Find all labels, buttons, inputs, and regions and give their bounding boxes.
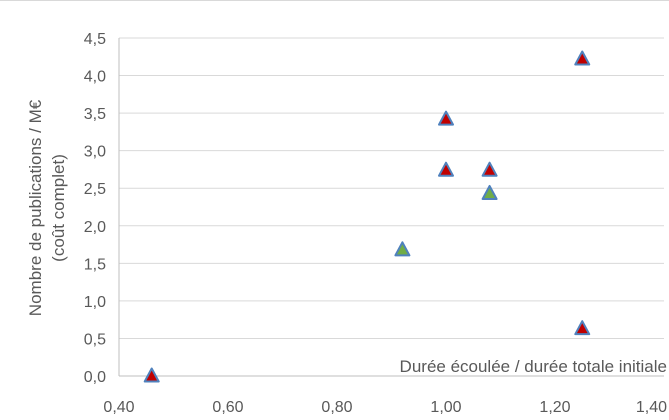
y-tick-label: 0,5 bbox=[84, 331, 106, 348]
y-tick-label: 1,5 bbox=[84, 256, 106, 273]
x-axis-ticks: 0,40 0,60 0,80 1,00 1,20 1,40 bbox=[103, 399, 667, 416]
data-points bbox=[143, 50, 591, 383]
x-tick-label: 0,80 bbox=[321, 399, 352, 416]
y-axis-label: Nombre de publications / M€ (coût comple… bbox=[26, 99, 68, 316]
data-point-triangle bbox=[574, 320, 591, 336]
y-tick-label: 1,0 bbox=[84, 294, 106, 311]
x-axis-label: Durée écoulée / durée totale initiale bbox=[400, 357, 667, 376]
data-point-triangle bbox=[438, 110, 454, 126]
data-point-triangle bbox=[481, 161, 498, 177]
data-point-triangle bbox=[394, 241, 411, 257]
x-tick-label: 0,60 bbox=[212, 399, 243, 416]
y-tick-label: 4,0 bbox=[84, 69, 106, 86]
y-tick-label: 2,0 bbox=[84, 219, 106, 236]
gridlines bbox=[119, 37, 664, 339]
y-axis-ticks: 0,0 0,5 1,0 1,5 2,0 2,5 3,0 3,5 4,0 4,5 bbox=[84, 31, 106, 386]
data-point-triangle bbox=[438, 161, 454, 177]
y-tick-label: 2,5 bbox=[84, 181, 106, 198]
y-tick-label: 3,5 bbox=[84, 106, 106, 123]
x-tick-label: 1,40 bbox=[636, 399, 667, 416]
x-axis bbox=[118, 38, 664, 377]
y-tick-label: 4,5 bbox=[84, 31, 106, 48]
y-tick-label: 0,0 bbox=[84, 369, 106, 386]
y-axis-label-line2: (coût complet) bbox=[49, 154, 68, 262]
x-tick-label: 1,20 bbox=[539, 399, 570, 416]
data-point-triangle bbox=[481, 184, 498, 200]
data-point-triangle bbox=[143, 367, 160, 383]
y-tick-label: 3,0 bbox=[84, 144, 106, 161]
x-tick-label: 0,40 bbox=[103, 399, 134, 416]
x-tick-label: 1,00 bbox=[430, 399, 461, 416]
y-axis-label-line1: Nombre de publications / M€ bbox=[26, 99, 45, 316]
data-point-triangle bbox=[574, 50, 591, 66]
